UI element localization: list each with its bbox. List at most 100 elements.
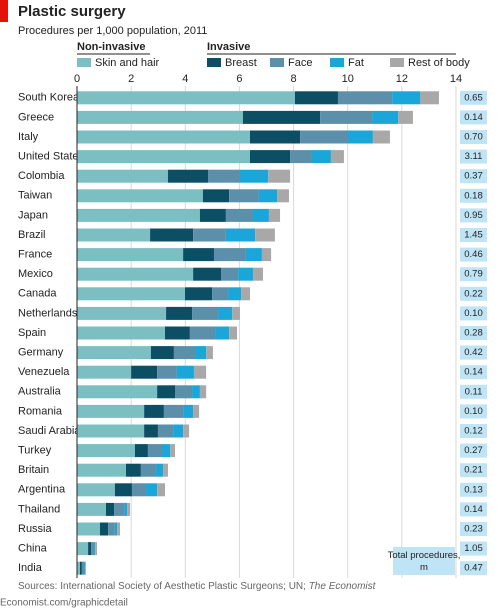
- bar-segment: [77, 542, 89, 556]
- y-tick-label: Venezuela: [18, 366, 70, 378]
- bar-segment: [134, 444, 148, 458]
- x-tick-label: 14: [450, 73, 462, 85]
- bar-segment: [228, 287, 242, 301]
- bar-segment: [77, 248, 184, 262]
- total-label: 0.14: [464, 504, 483, 515]
- bar-segment: [147, 444, 163, 458]
- bar-segment: [199, 208, 226, 222]
- bar-segment: [77, 522, 101, 536]
- bar-segment: [166, 306, 193, 320]
- source: Sources: International Society of Aesthe…: [18, 581, 377, 592]
- bar-segment: [91, 542, 95, 556]
- bar-segment: [140, 463, 157, 477]
- bar-segment: [85, 561, 86, 575]
- bar-segment: [199, 385, 207, 399]
- chart-subtitle: Procedures per 1,000 population, 2011: [18, 25, 207, 37]
- bar-segment: [277, 189, 289, 203]
- bar-segment: [183, 404, 194, 418]
- bar-segment: [195, 346, 207, 360]
- total-label: 0.12: [464, 426, 483, 437]
- total-box: [460, 208, 487, 223]
- total-box: [460, 384, 487, 399]
- bar-segment: [162, 444, 171, 458]
- bar-segment: [144, 404, 164, 418]
- total-box: [460, 522, 487, 536]
- bar-segment: [398, 110, 413, 124]
- bar-segment: [84, 561, 86, 575]
- total-label: 0.95: [464, 210, 483, 221]
- x-tick-label: 12: [396, 73, 408, 85]
- bar-segment: [268, 169, 291, 183]
- bar-segment: [252, 267, 263, 281]
- bar-segment: [77, 404, 145, 418]
- y-tick-label: Russia: [18, 523, 53, 535]
- bar-segment: [77, 287, 186, 301]
- bar-segment: [202, 189, 230, 203]
- legend-label: Face: [288, 57, 312, 69]
- bar-segment: [192, 306, 219, 320]
- total-box: [460, 404, 487, 419]
- bar-segment: [146, 483, 158, 497]
- footer: Economist.com/graphicdetail: [0, 598, 128, 609]
- bar-segment: [252, 208, 269, 222]
- bar-segment: [81, 561, 85, 575]
- bar-segment: [229, 189, 259, 203]
- x-tick-label: 10: [342, 73, 354, 85]
- bar-segment: [245, 248, 262, 262]
- total-label: 0.10: [464, 406, 483, 417]
- total-label: 0.18: [464, 190, 483, 201]
- legend-swatch: [77, 58, 91, 67]
- total-label: 0.11: [465, 386, 483, 397]
- total-box: [460, 502, 487, 517]
- legend-label: Skin and hair: [95, 57, 160, 69]
- bar-segment: [150, 228, 194, 242]
- bar-segment: [127, 502, 131, 516]
- total-box: [460, 149, 487, 164]
- bar-segment: [238, 267, 253, 281]
- bar-segment: [183, 248, 214, 262]
- bar-segment: [77, 502, 106, 516]
- bar-segment: [249, 150, 291, 164]
- y-tick-label: India: [18, 562, 43, 574]
- bar-segment: [100, 522, 109, 536]
- y-tick-label: Romania: [18, 405, 63, 417]
- bar-segment: [163, 404, 184, 418]
- total-label: 0.23: [464, 524, 483, 535]
- bar-segment: [206, 346, 213, 360]
- bar-segment: [183, 424, 190, 438]
- bar-segment: [193, 228, 226, 242]
- bar-segment: [167, 169, 209, 183]
- bar-segment: [232, 306, 240, 320]
- bar-segment: [330, 150, 344, 164]
- total-label: 0.28: [464, 328, 483, 339]
- total-box: [460, 228, 487, 242]
- bar-segment: [95, 542, 98, 556]
- bar-segment: [77, 424, 145, 438]
- y-tick-label: South Korea: [18, 92, 80, 104]
- legend-swatch: [330, 58, 344, 67]
- bar-segment: [193, 267, 222, 281]
- bar-segment: [300, 130, 348, 144]
- bar-segment: [77, 326, 165, 340]
- legend-swatch: [390, 58, 404, 67]
- bar-segment: [176, 365, 194, 379]
- total-box: [460, 110, 487, 125]
- total-label: 1.05: [464, 543, 483, 554]
- totals-caption-box: [393, 547, 455, 575]
- y-tick-label: United States: [18, 151, 85, 163]
- bar-segment: [173, 346, 196, 360]
- bar-segment: [77, 463, 126, 477]
- total-label: 0.14: [464, 367, 483, 378]
- total-box: [460, 482, 487, 497]
- y-tick-label: Argentina: [18, 484, 66, 496]
- bar-segment: [249, 130, 301, 144]
- total-label: 0.47: [464, 563, 483, 574]
- bar-segment: [193, 404, 200, 418]
- bar-segment: [77, 91, 295, 105]
- total-box: [460, 541, 487, 556]
- total-box: [460, 169, 487, 184]
- x-tick-label: 8: [291, 73, 297, 85]
- y-tick-label: Saudi Arabia: [18, 425, 81, 437]
- bar-segment: [157, 424, 174, 438]
